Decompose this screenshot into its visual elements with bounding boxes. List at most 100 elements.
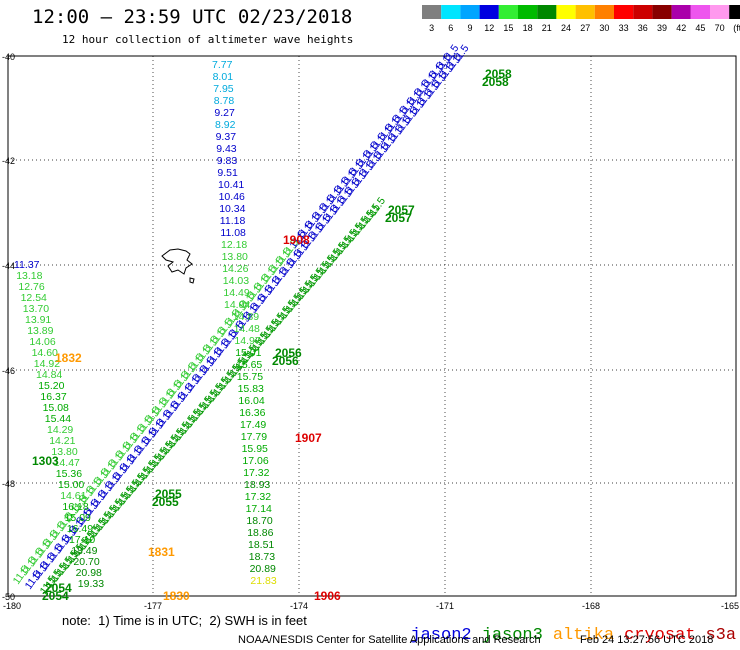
- wave-height-label: 14.49: [223, 287, 249, 299]
- legend-swatch: [575, 5, 595, 19]
- island-outline: [161, 248, 193, 275]
- legend-swatch: [537, 5, 557, 19]
- legend-tick-label: 18: [523, 23, 533, 33]
- wave-height-label: 15.01: [235, 347, 261, 359]
- satellite-cryosat: cryosat: [624, 626, 696, 645]
- legend-tick-label: 3: [429, 23, 434, 33]
- x-tick-label: -174: [290, 601, 308, 611]
- legend-swatch: [710, 5, 730, 19]
- wave-height-label: 13.80: [51, 446, 77, 458]
- wave-height-label: 14.89: [233, 311, 259, 323]
- wave-height-label: 14.47: [54, 457, 80, 469]
- wave-height-label: 14.21: [49, 435, 75, 447]
- y-tick-label: -46: [2, 366, 15, 376]
- wave-height-label: 15.08: [43, 402, 69, 414]
- wave-height-label: 9.27: [214, 107, 235, 119]
- map-frame: [7, 55, 737, 597]
- x-tick-label: -165: [721, 601, 739, 611]
- wave-height-label: 15.83: [238, 383, 264, 395]
- wave-height-label: 17.32: [245, 491, 271, 503]
- wave-height-label: 9.83: [217, 155, 238, 167]
- pass-time-jason3: 2058: [482, 75, 509, 89]
- wave-height-label: 16.37: [40, 391, 66, 403]
- wave-height-label: 17.32: [243, 467, 269, 479]
- wave-height-label: 14.06: [29, 336, 55, 348]
- x-tick-label: -168: [582, 601, 600, 611]
- y-tick-label: -48: [2, 479, 15, 489]
- legend-swatch: [729, 5, 740, 19]
- wave-height-label: 11.37: [14, 259, 40, 271]
- legend-swatch: [614, 5, 634, 19]
- wave-height-label: 17.14: [246, 503, 272, 515]
- wave-height-label: 8.78: [214, 95, 235, 107]
- legend-swatch: [652, 5, 672, 19]
- wave-height-label: 20.98: [76, 567, 102, 579]
- pass-time-label: 1830: [163, 589, 190, 603]
- wave-height-label: 9.37: [216, 131, 237, 143]
- wave-height-label: 14.84: [36, 369, 62, 381]
- wave-height-label: 14.97: [234, 335, 260, 347]
- legend-tick-label: 70: [715, 23, 725, 33]
- wave-height-label: 17.79: [241, 431, 267, 443]
- wave-height-label: 15.09: [65, 512, 91, 524]
- y-tick-label: -42: [2, 156, 15, 166]
- wave-height-label: 17.49: [240, 419, 266, 431]
- wave-height-label: 10.34: [219, 203, 245, 215]
- wave-height-label: 7.95: [213, 83, 234, 95]
- wave-height-label: 13.18: [16, 270, 42, 282]
- wave-height-label: 17.06: [242, 455, 268, 467]
- wave-height-label: 14.03: [223, 275, 249, 287]
- wave-height-label: 12.54: [21, 292, 47, 304]
- wave-height-label: 20.89: [250, 563, 276, 575]
- pass-time-label: 1832: [55, 351, 82, 365]
- x-axis-ticks: -180 -177 -174 -171 -168 -165: [3, 601, 739, 611]
- wave-height-label: 14.26: [222, 263, 248, 275]
- legend-tick-label: 45: [695, 23, 705, 33]
- wave-height-label: 11.08: [220, 227, 246, 239]
- legend-swatch: [556, 5, 576, 19]
- wave-height-label: 8.92: [215, 119, 236, 131]
- wave-height-label: 9.51: [217, 167, 238, 179]
- wave-height-label: 15.65: [236, 359, 262, 371]
- pass-time-jason3: 2056: [275, 346, 302, 360]
- pass-time-jason3: 2058: [485, 67, 512, 81]
- satellite-jason2: jason2: [410, 626, 472, 645]
- wave-height-label: 15.95: [242, 443, 268, 455]
- footer-timestamp: Feb 24 13:27:56 UTC 2018: [580, 634, 714, 646]
- wave-height-label: 14.48: [234, 323, 260, 335]
- legend-tick-label: 12: [484, 23, 494, 33]
- y-tick-label: -44: [2, 261, 15, 271]
- legend-tick-label: 6: [448, 23, 453, 33]
- wave-height-label: 15.36: [56, 468, 82, 480]
- legend-tick-label: (ft): [733, 23, 740, 33]
- x-tick-label: -171: [436, 601, 454, 611]
- legend-tick-label: 30: [599, 23, 609, 33]
- wave-height-label: 10.41: [218, 179, 244, 191]
- pass-time-cryosat: 1907: [295, 431, 322, 445]
- wave-height-label: 12.18: [221, 239, 247, 251]
- wave-height-label: 13.80: [222, 251, 248, 263]
- legend-tick-label: 36: [638, 23, 648, 33]
- pass-time-jason3: 2055: [155, 487, 182, 501]
- satellite-legend: jason2 jason3 altika cryosat s3a: [390, 607, 740, 645]
- pass-time-label: 1831: [148, 545, 175, 559]
- vertical-tracks: 7.778.017.958.789.278.929.379.439.839.51…: [14, 59, 277, 590]
- y-axis-ticks: -40 -42 -44 -46 -48 -50: [2, 52, 15, 602]
- pass-time-jason3: 2054: [45, 581, 72, 595]
- wave-height-label: 18.73: [249, 551, 275, 563]
- wave-height-label: 16.36: [239, 407, 265, 419]
- wave-height-label: 15.20: [38, 380, 64, 392]
- pass-time-jason3: 2057: [388, 203, 415, 217]
- wave-height-label: 7.77: [212, 59, 233, 71]
- wave-height-label: 10.46: [219, 191, 245, 203]
- wave-height-label: 11.18: [220, 215, 246, 227]
- wave-height-label: 14.29: [47, 424, 73, 436]
- satellite-altika: altika: [552, 626, 615, 645]
- page-title: 12:00 – 23:59 UTC 02/23/2018: [32, 6, 353, 28]
- wave-height-label: 14.61: [60, 490, 86, 502]
- pass-time-cryosat: 1908: [283, 233, 310, 247]
- legend-tick-label: 33: [619, 23, 629, 33]
- pass-time-cryosat: 1906: [314, 589, 341, 603]
- pass-time-jason3: 2054: [42, 589, 69, 603]
